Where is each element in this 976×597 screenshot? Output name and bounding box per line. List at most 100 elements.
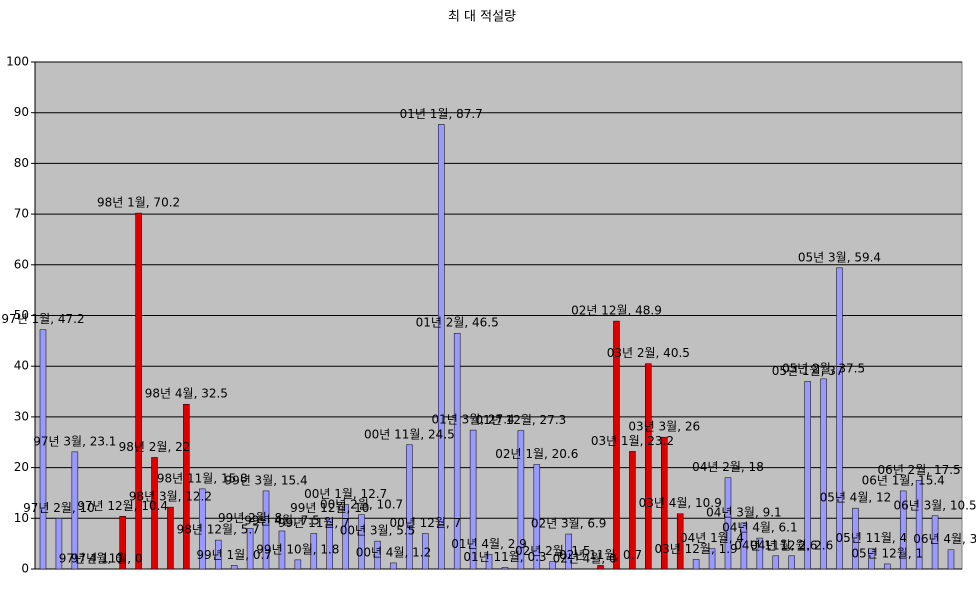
y-tick-label: 60 xyxy=(14,257,29,271)
data-label: 99년 2월, 8 xyxy=(218,511,282,525)
data-label: 97년 11월, 0 xyxy=(71,552,143,566)
data-label: 98년 4월, 32.5 xyxy=(145,387,228,401)
data-label: 05년 2월, 37.5 xyxy=(782,361,865,375)
bar xyxy=(71,451,79,570)
data-label: 04년 2월, 18 xyxy=(692,460,764,474)
bar xyxy=(374,540,381,570)
data-label: 03년 1월, 23.2 xyxy=(591,434,674,448)
data-label: 99년 12월, 10 xyxy=(290,501,369,515)
bar xyxy=(740,522,748,570)
data-label: 02년 4월, 0 xyxy=(553,552,617,566)
data-label: 02년 3월, 6.9 xyxy=(531,517,607,531)
bar xyxy=(310,533,318,570)
bar xyxy=(613,320,620,570)
data-label: 01년 1월, 87.7 xyxy=(400,107,483,121)
data-label: 05년 12월, 1 xyxy=(851,546,923,560)
bar xyxy=(453,332,461,570)
data-label: 00년 11월, 24.5 xyxy=(364,427,455,441)
bar xyxy=(214,539,222,570)
bar xyxy=(278,530,286,570)
data-label: 04년 3월, 9.1 xyxy=(706,505,782,519)
data-label: 04년 12월, 2.6 xyxy=(750,538,833,552)
y-tick-label: 80 xyxy=(14,156,29,170)
bar xyxy=(246,528,254,570)
data-label: 05년 4월, 12 xyxy=(820,491,892,505)
chart-title: 최 대 적설량 xyxy=(448,10,516,25)
bar xyxy=(406,444,413,570)
data-label: 01년 11월, 0.3 xyxy=(463,550,546,564)
data-label: 04년 11월, 2.6 xyxy=(734,538,817,552)
bar xyxy=(294,559,302,570)
bar xyxy=(167,506,174,570)
data-label: 04년 4월, 6.1 xyxy=(722,521,798,535)
data-label: 03년 12월, 1.9 xyxy=(655,542,738,556)
bar xyxy=(422,533,429,570)
data-label: 99년 4월, 7.5 xyxy=(244,513,320,527)
data-label: 05년 1월, 37 xyxy=(772,364,844,378)
bar xyxy=(772,555,780,570)
bar xyxy=(501,567,509,570)
data-label: 98년 1월, 70.2 xyxy=(97,196,180,210)
bar xyxy=(326,518,333,570)
data-label: 97년 1월, 47.2 xyxy=(1,312,84,326)
bar xyxy=(724,477,732,570)
bar xyxy=(788,555,795,570)
bar xyxy=(692,559,700,570)
bar xyxy=(756,537,764,570)
bar xyxy=(342,504,349,570)
data-label: 01년 3월, 27.4 xyxy=(432,413,515,427)
data-label: 00년 12월, 7 xyxy=(389,516,461,530)
bar xyxy=(884,563,891,570)
bar xyxy=(151,457,158,570)
data-label: 99년 11월, 7 xyxy=(278,516,350,530)
data-label: 98년 3월, 12.2 xyxy=(129,490,212,504)
data-label: 97년 2월, 10 xyxy=(23,501,95,515)
bar xyxy=(708,548,716,570)
data-label: 97년 12월, 10.4 xyxy=(77,499,168,513)
data-label: 97년 3월, 23.1 xyxy=(33,434,116,448)
bar xyxy=(262,490,270,570)
bar xyxy=(947,549,955,570)
bar xyxy=(852,507,859,570)
y-tick-label: 50 xyxy=(14,308,29,322)
data-label: 03년 3월, 26 xyxy=(628,420,700,434)
data-label: 05년 3월, 59.4 xyxy=(798,250,881,264)
bar xyxy=(119,516,126,570)
bar xyxy=(868,548,875,570)
bar xyxy=(597,565,604,570)
data-label: 99년 3월, 15.4 xyxy=(224,473,307,487)
bar xyxy=(55,518,63,570)
y-tick-label: 20 xyxy=(14,460,29,474)
bar xyxy=(836,267,843,570)
bar xyxy=(899,490,907,570)
data-label: 00년 3월, 5.5 xyxy=(340,524,416,538)
data-label: 00년 2월, 10.7 xyxy=(320,497,403,511)
bar xyxy=(676,513,684,570)
data-label: 06년 1월, 15.4 xyxy=(862,473,945,487)
bar xyxy=(135,212,142,570)
bar xyxy=(39,329,47,570)
data-label: 98년 11월, 15.8 xyxy=(157,471,248,485)
bar xyxy=(199,488,206,570)
data-label: 99년 1월, 0.7 xyxy=(196,548,272,562)
bar xyxy=(390,562,397,570)
bar xyxy=(485,554,493,570)
bar xyxy=(915,480,923,570)
bar xyxy=(469,429,477,570)
y-tick-label: 0 xyxy=(21,562,29,576)
bar xyxy=(533,464,541,570)
data-label: 00년 1월, 12.7 xyxy=(304,487,387,501)
y-tick-label: 40 xyxy=(14,359,29,373)
bar xyxy=(183,403,190,570)
data-label: 06년 3월, 10.5 xyxy=(893,498,976,512)
y-tick-label: 10 xyxy=(14,511,29,525)
bar xyxy=(358,514,365,570)
bar xyxy=(661,436,668,570)
data-label: 02년 11월, 0.7 xyxy=(559,548,642,562)
y-tick-label: 100 xyxy=(6,55,29,69)
data-label: 01년 4월, 2.9 xyxy=(451,537,527,551)
data-label: 02년 1월, 20.6 xyxy=(495,447,578,461)
y-tick-label: 30 xyxy=(14,409,29,423)
data-label: 01년 2월, 46.5 xyxy=(416,316,499,330)
